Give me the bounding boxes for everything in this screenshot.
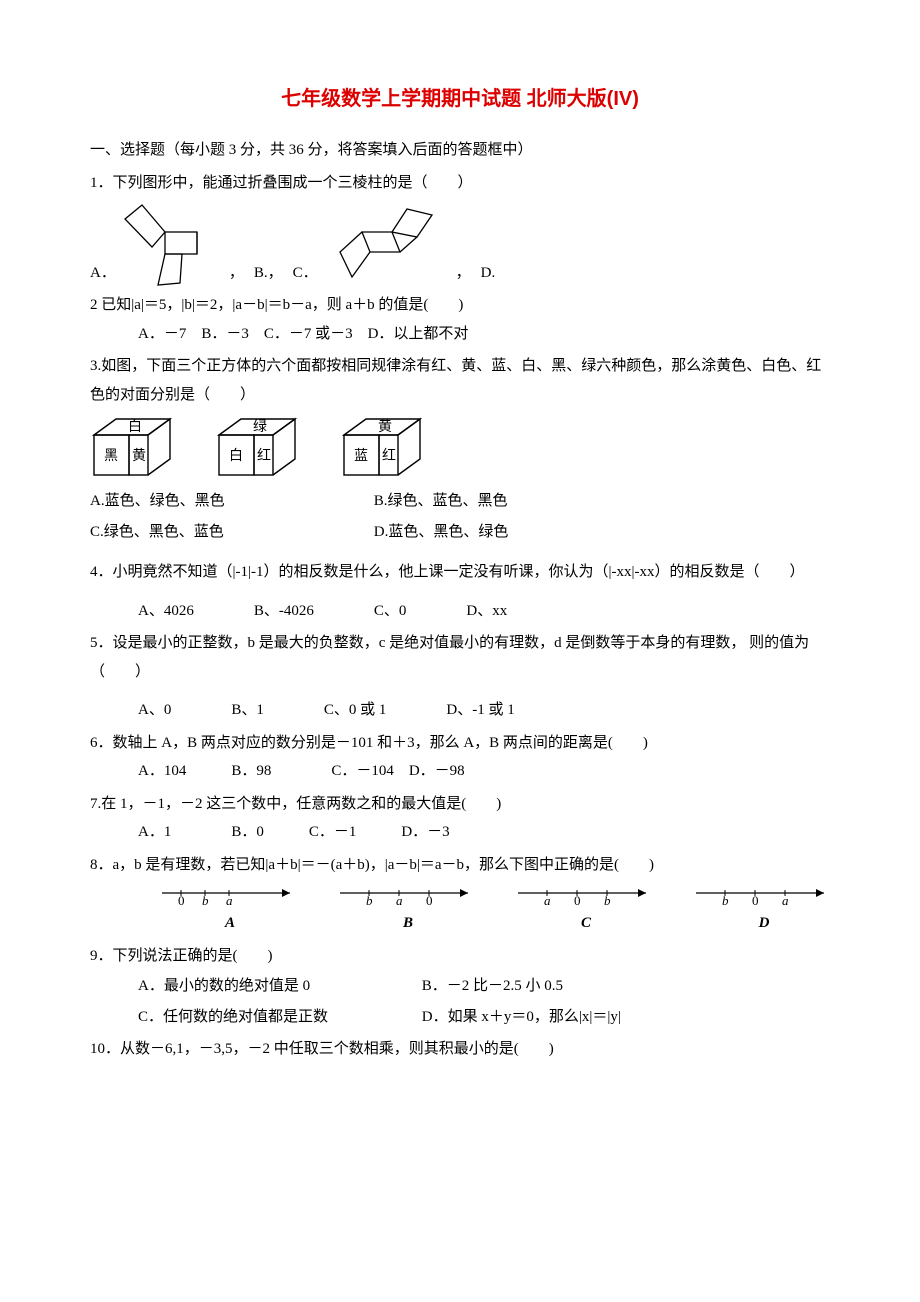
q2-opts: A．－7 B．－3 C．－7 或－3 D．以上都不对 xyxy=(90,320,830,349)
q4-optB: B、-4026 xyxy=(254,597,314,626)
svg-text:绿: 绿 xyxy=(253,419,267,435)
q1-optC: C． xyxy=(293,259,318,288)
q4-optD: D、xx xyxy=(466,597,507,626)
svg-text:红: 红 xyxy=(382,448,396,464)
q3-opts-row2: C.绿色、黑色、蓝色 D.蓝色、黑色、绿色 xyxy=(90,518,830,547)
question-10: 10．从数－6,1，－3,5，－2 中任取三个数相乘，则其积最小的是( ) xyxy=(90,1035,830,1064)
q9-optA: A．最小的数的绝对值是 0 xyxy=(138,972,418,1001)
q1-optA-prefix: A． xyxy=(90,259,116,288)
q8-lines: 0 b a A b a 0 B xyxy=(90,885,830,938)
q3-optA: A.蓝色、绿色、黑色 xyxy=(90,487,370,516)
q10-text: 10．从数－6,1，－3,5，－2 中任取三个数相乘，则其积最小的是( ) xyxy=(90,1035,830,1064)
question-9: 9．下列说法正确的是( ) A．最小的数的绝对值是 0 B．－2 比－2.5 小… xyxy=(90,942,830,1032)
q3-optB: B.绿色、蓝色、黑色 xyxy=(374,487,654,516)
q5-text: 5．设是最小的正整数，b 是最大的负整数，c 是绝对值最小的有理数，d 是倒数等… xyxy=(90,629,830,686)
q3-cube-1: 白 黑 黄 xyxy=(90,415,175,481)
q1-text: 1．下列图形中，能通过折叠围成一个三棱柱的是（ ） xyxy=(90,169,830,198)
q5-optC: C、0 或 1 xyxy=(324,696,387,725)
q9-opts-row1: A．最小的数的绝对值是 0 B．－2 比－2.5 小 0.5 xyxy=(90,972,830,1001)
question-4: 4．小明竟然不知道（|‐1|‐1）的相反数是什么，他上课一定没有听课，你认为（|… xyxy=(90,558,830,625)
q3-cube-2: 绿 白 红 xyxy=(215,415,300,481)
q9-opts-row2: C．任何数的绝对值都是正数 D．如果 x＋y＝0，那么|x|＝|y| xyxy=(90,1003,830,1032)
q8-labelA: A xyxy=(160,909,300,938)
section-intro: 一、选择题（每小题 3 分，共 36 分，将答案填入后面的答题框中） xyxy=(90,136,830,165)
svg-text:黄: 黄 xyxy=(378,418,392,435)
q1-figure-a xyxy=(120,197,225,287)
q7-opts: A．1 B．0 C．－1 D．－3 xyxy=(90,818,830,847)
q8-text: 8．a，b 是有理数，若已知|a＋b|＝－(a＋b)，|a－b|＝a－b，那么下… xyxy=(90,851,830,880)
q5-optB: B、1 xyxy=(231,696,264,725)
q4-optA: A、4026 xyxy=(138,597,194,626)
q8-lineA: 0 b a A xyxy=(160,885,300,938)
q8-labelB: B xyxy=(338,909,478,938)
svg-text:白: 白 xyxy=(229,448,243,464)
page-title: 七年级数学上学期期中试题 北师大版(IV) xyxy=(90,80,830,118)
q9-optD: D．如果 x＋y＝0，那么|x|＝|y| xyxy=(422,1003,702,1032)
q5-optA: A、0 xyxy=(138,696,171,725)
q1-optA-suffix: ， xyxy=(229,259,244,288)
q3-optD: D.蓝色、黑色、绿色 xyxy=(374,518,654,547)
q9-optC: C．任何数的绝对值都是正数 xyxy=(138,1003,418,1032)
svg-text:红: 红 xyxy=(257,448,271,464)
q2-text: 2 已知|a|＝5，|b|＝2，|a－b|＝b－a，则 a＋b 的值是( ) xyxy=(90,291,830,320)
q5-opts: A、0 B、1 C、0 或 1 D、-1 或 1 xyxy=(90,696,830,725)
q1-figure-c xyxy=(322,197,452,287)
svg-text:蓝: 蓝 xyxy=(354,448,368,464)
svg-text:黑: 黑 xyxy=(104,449,118,464)
question-3: 3.如图，下面三个正方体的六个面都按相同规律涂有红、黄、蓝、白、黑、绿六种颜色，… xyxy=(90,352,830,546)
question-7: 7.在 1，－1，－2 这三个数中，任意两数之和的最大值是( ) A．1 B．0… xyxy=(90,790,830,847)
q7-text: 7.在 1，－1，－2 这三个数中，任意两数之和的最大值是( ) xyxy=(90,790,830,819)
q6-opts: A．104 B．98 C．－104 D．－98 xyxy=(90,757,830,786)
question-2: 2 已知|a|＝5，|b|＝2，|a－b|＝b－a，则 a＋b 的值是( ) A… xyxy=(90,291,830,348)
q8-labelD: D xyxy=(694,909,834,938)
q4-optC: C、0 xyxy=(374,597,407,626)
svg-text:黄: 黄 xyxy=(132,447,146,464)
q3-opts-row1: A.蓝色、绿色、黑色 B.绿色、蓝色、黑色 xyxy=(90,487,830,516)
q8-lineB: b a 0 B xyxy=(338,885,478,938)
q1-optC-suffix: ， xyxy=(456,259,471,288)
q3-optC: C.绿色、黑色、蓝色 xyxy=(90,518,370,547)
q8-labelC: C xyxy=(516,909,656,938)
q8-lineC: a 0 b C xyxy=(516,885,656,938)
q3-text: 3.如图，下面三个正方体的六个面都按相同规律涂有红、黄、蓝、白、黑、绿六种颜色，… xyxy=(90,352,830,409)
q8-lineD: b 0 a D xyxy=(694,885,834,938)
q6-text: 6．数轴上 A，B 两点对应的数分别是－101 和＋3，那么 A，B 两点间的距… xyxy=(90,729,830,758)
question-8: 8．a，b 是有理数，若已知|a＋b|＝－(a＋b)，|a－b|＝a－b，那么下… xyxy=(90,851,830,938)
svg-text:白: 白 xyxy=(128,419,142,435)
q5-optD: D、-1 或 1 xyxy=(446,696,514,725)
q4-text: 4．小明竟然不知道（|‐1|‐1）的相反数是什么，他上课一定没有听课，你认为（|… xyxy=(90,558,830,587)
q9-text: 9．下列说法正确的是( ) xyxy=(90,942,830,971)
question-1: 1．下列图形中，能通过折叠围成一个三棱柱的是（ ） A． ， B.， C． xyxy=(90,169,830,288)
question-5: 5．设是最小的正整数，b 是最大的负整数，c 是绝对值最小的有理数，d 是倒数等… xyxy=(90,629,830,725)
q9-optB: B．－2 比－2.5 小 0.5 xyxy=(422,972,702,1001)
q4-opts: A、4026 B、-4026 C、0 D、xx xyxy=(90,597,830,626)
q1-optD: D. xyxy=(481,259,496,288)
q3-cubes: 白 黑 黄 绿 白 红 xyxy=(90,415,830,481)
question-6: 6．数轴上 A，B 两点对应的数分别是－101 和＋3，那么 A，B 两点间的距… xyxy=(90,729,830,786)
q3-cube-3: 黄 蓝 红 xyxy=(340,415,425,481)
q1-optB: B.， xyxy=(254,259,283,288)
